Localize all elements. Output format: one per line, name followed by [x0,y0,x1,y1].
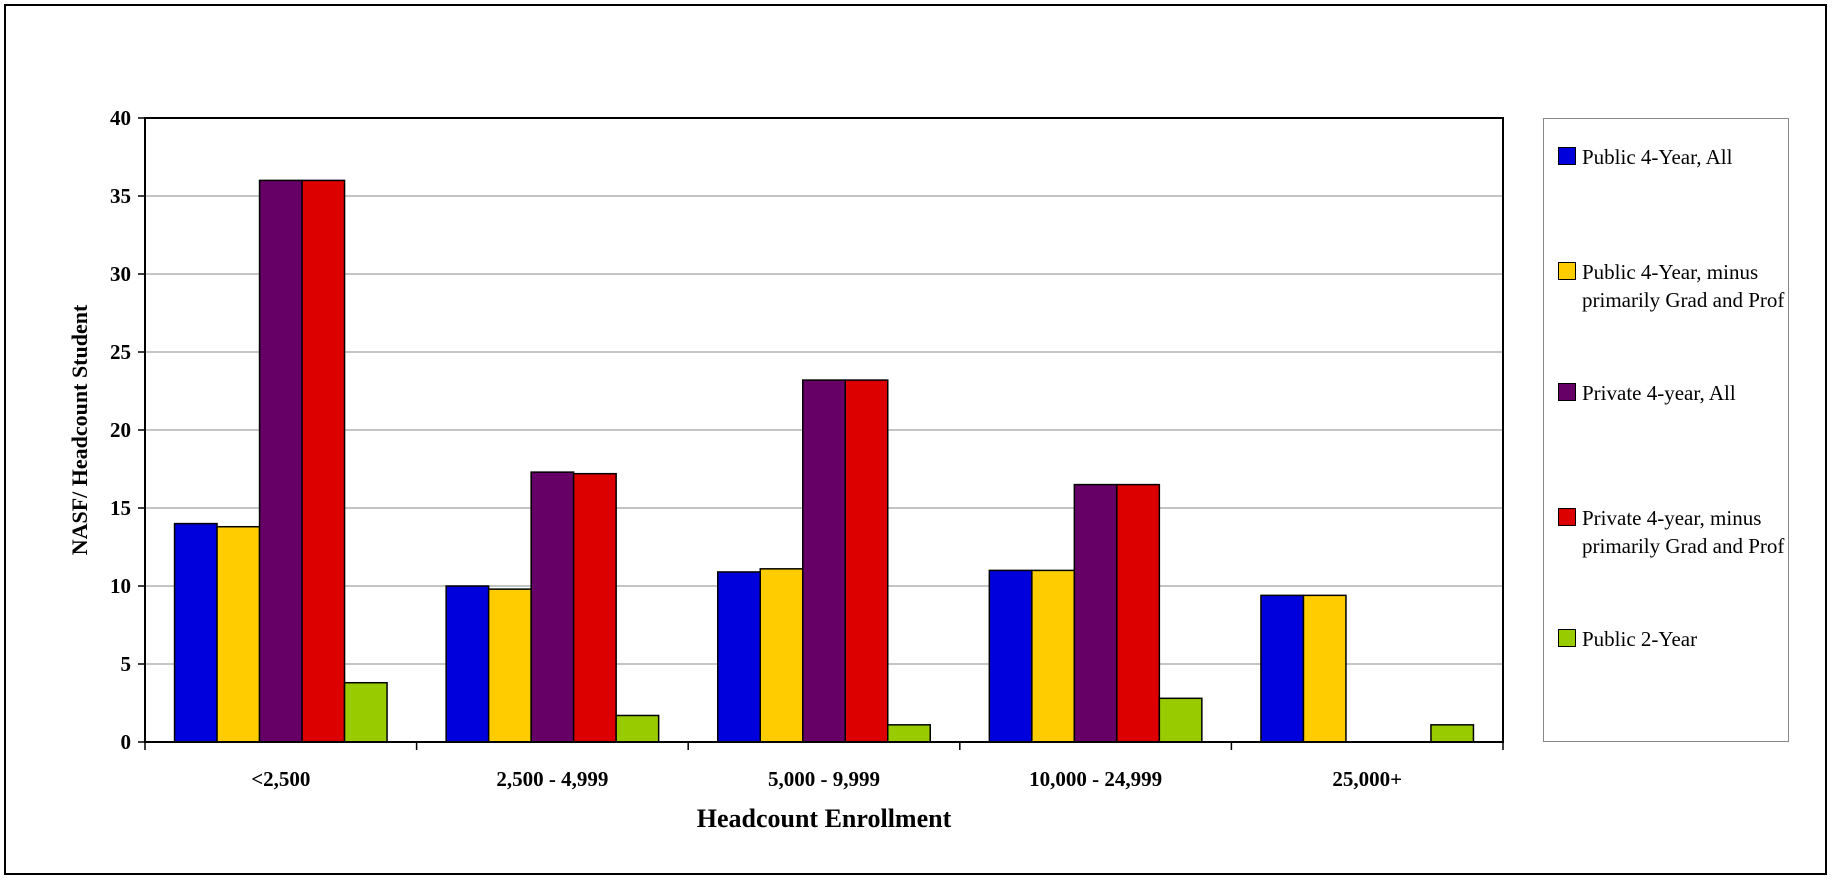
legend: Public 4-Year, All Public 4-Year, minus p… [1543,118,1789,742]
bar [530,471,575,743]
y-tick-label: 25 [110,340,131,364]
chart-frame [4,4,1827,875]
y-axis-label: NASF/ Headcount Student [67,304,92,555]
legend-swatch [1558,147,1576,165]
x-tick-label: 25,000+ [1332,767,1402,791]
legend-label: Private 4-year, All [1582,381,1736,405]
y-tick-label: 5 [121,652,132,676]
bar [487,588,532,743]
bar [301,179,346,743]
bar [1116,483,1161,743]
legend-item: Private 4-year, All [1558,379,1792,407]
x-tick-label: 2,500 - 4,999 [496,767,608,791]
bar [802,379,846,743]
y-tick-label: 20 [110,418,131,442]
legend-label: Public 4-Year, minus primarily Grad and … [1582,260,1785,312]
legend-swatch [1558,262,1576,280]
bar [216,525,261,743]
bar [1260,594,1305,743]
bar [988,569,1033,743]
x-tick-label: 5,000 - 9,999 [768,767,880,791]
x-tick-labels: <2,500 2,500 - 4,999 5,000 - 9,999 10,000 -… [251,767,1402,791]
bar [572,472,617,743]
legend-item: Public 4-Year, minus primarily Grad and … [1558,258,1792,314]
x-tick-label: 10,000 - 24,999 [1029,767,1162,791]
bars [173,179,1475,743]
legend-swatch [1558,629,1576,647]
y-tick-label: 30 [110,262,131,286]
axes [138,117,1504,750]
legend-swatch [1558,508,1576,526]
bar [258,179,303,743]
bar [445,585,490,743]
bar [343,681,388,743]
bar [1073,483,1118,743]
bar [1430,724,1475,743]
bar [1158,697,1203,743]
legend-label: Private 4-year, minus primarily Grad and… [1582,506,1785,558]
legend-item: Private 4-year, minus primarily Grad and… [1558,504,1792,560]
y-tick-label: 15 [110,496,131,520]
x-tick-label: <2,500 [251,767,310,791]
legend-item: Public 2-Year [1558,625,1792,653]
bar [759,568,804,743]
bar [173,522,218,743]
bar [615,714,660,743]
bar [1302,594,1347,743]
bar [1031,569,1076,743]
y-tick-label: 35 [110,184,131,208]
bar [844,379,889,743]
y-tick-label: 40 [110,106,131,130]
x-axis-label: Headcount Enrollment [697,804,952,833]
bar [717,571,761,743]
legend-item: Public 4-Year, All [1558,143,1792,171]
bar [887,724,931,743]
y-tick-label: 0 [121,730,132,754]
legend-swatch [1558,383,1576,401]
legend-label: Public 2-Year [1582,627,1698,651]
y-tick-labels: 0 5 10 15 20 25 30 35 40 [110,106,131,754]
y-tick-label: 10 [110,574,131,598]
legend-label: Public 4-Year, All [1582,145,1733,169]
